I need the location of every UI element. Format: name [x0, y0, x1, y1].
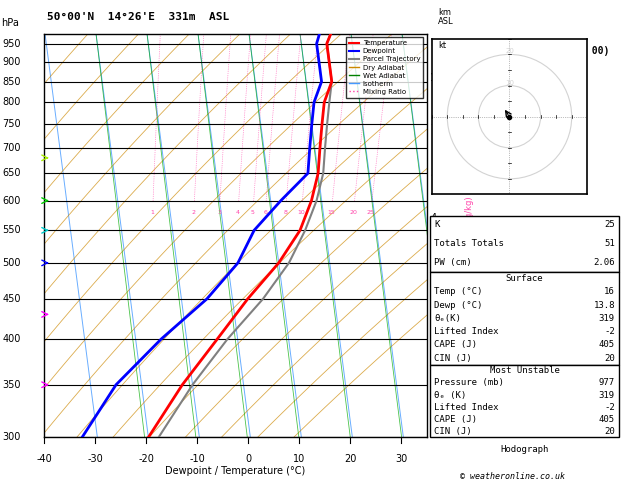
Text: 800: 800 — [3, 97, 21, 107]
Text: Totals Totals: Totals Totals — [435, 239, 504, 248]
Text: 3: 3 — [217, 209, 221, 215]
Text: θₑ(K): θₑ(K) — [435, 314, 461, 323]
Text: CIN (J): CIN (J) — [435, 427, 472, 436]
Text: 977: 977 — [599, 379, 615, 387]
Text: Temp (°C): Temp (°C) — [435, 287, 483, 296]
Text: 6: 6 — [430, 294, 437, 304]
Text: km
ASL: km ASL — [438, 8, 454, 26]
Text: 15: 15 — [328, 209, 335, 215]
Text: 8: 8 — [284, 209, 287, 215]
Text: Mixing Ratio (g/kg): Mixing Ratio (g/kg) — [465, 196, 474, 276]
Text: 6: 6 — [264, 209, 267, 215]
Text: 319: 319 — [599, 314, 615, 323]
Text: 350: 350 — [3, 380, 21, 390]
Text: Surface: Surface — [506, 274, 543, 283]
Text: 405: 405 — [599, 340, 615, 349]
Text: 700: 700 — [3, 143, 21, 153]
Text: 13.8: 13.8 — [593, 301, 615, 310]
Text: Lifted Index: Lifted Index — [435, 402, 499, 412]
FancyBboxPatch shape — [430, 272, 619, 365]
Text: Hodograph: Hodograph — [501, 446, 549, 454]
Text: 20: 20 — [349, 209, 357, 215]
Text: Lifted Index: Lifted Index — [435, 327, 499, 336]
Text: 10: 10 — [298, 209, 305, 215]
Text: Pressure (mb): Pressure (mb) — [435, 379, 504, 387]
Text: 950: 950 — [3, 38, 21, 49]
Text: 1: 1 — [430, 72, 437, 83]
Text: -20: -20 — [138, 453, 154, 464]
Text: 550: 550 — [3, 226, 21, 235]
Text: 300: 300 — [3, 433, 21, 442]
Text: 24.05.2024  18GMT  (Base: 00): 24.05.2024 18GMT (Base: 00) — [440, 46, 610, 56]
Text: 20: 20 — [505, 49, 514, 54]
Text: 319: 319 — [599, 391, 615, 399]
Text: CAPE (J): CAPE (J) — [435, 340, 477, 349]
Text: CIN (J): CIN (J) — [435, 354, 472, 363]
Text: kt: kt — [438, 41, 446, 50]
Text: 4: 4 — [430, 213, 437, 223]
Text: 30: 30 — [395, 453, 407, 464]
Text: 500: 500 — [3, 258, 21, 268]
Text: -2: -2 — [604, 402, 615, 412]
Text: 16: 16 — [604, 287, 615, 296]
Text: 8: 8 — [430, 380, 437, 390]
Text: Most Unstable: Most Unstable — [490, 366, 560, 375]
Text: 2: 2 — [430, 117, 437, 127]
Text: 7: 7 — [430, 334, 437, 344]
Text: 1: 1 — [151, 209, 155, 215]
Text: 10: 10 — [293, 453, 305, 464]
Text: Dewpoint / Temperature (°C): Dewpoint / Temperature (°C) — [165, 466, 306, 476]
Text: 10: 10 — [505, 80, 514, 86]
Text: 850: 850 — [3, 77, 21, 87]
Text: -40: -40 — [36, 453, 52, 464]
Text: LCL: LCL — [430, 39, 445, 48]
Text: © weatheronline.co.uk: © weatheronline.co.uk — [460, 472, 565, 481]
Legend: Temperature, Dewpoint, Parcel Trajectory, Dry Adiabat, Wet Adiabat, Isotherm, Mi: Temperature, Dewpoint, Parcel Trajectory… — [346, 37, 423, 98]
Text: 750: 750 — [3, 120, 21, 129]
Text: 20: 20 — [344, 453, 356, 464]
Text: 20: 20 — [604, 427, 615, 436]
Text: 900: 900 — [3, 57, 21, 67]
Text: hPa: hPa — [1, 18, 18, 28]
Text: -10: -10 — [189, 453, 205, 464]
Text: Dewp (°C): Dewp (°C) — [435, 301, 483, 310]
Text: θₑ (K): θₑ (K) — [435, 391, 467, 399]
Text: 5: 5 — [251, 209, 255, 215]
FancyBboxPatch shape — [430, 215, 619, 272]
Text: 2: 2 — [192, 209, 196, 215]
Text: 0: 0 — [245, 453, 251, 464]
Text: 50°00'N  14°26'E  331m  ASL: 50°00'N 14°26'E 331m ASL — [47, 12, 230, 22]
Text: -30: -30 — [87, 453, 103, 464]
Text: CAPE (J): CAPE (J) — [435, 415, 477, 424]
Text: K: K — [435, 221, 440, 229]
Text: 51: 51 — [604, 239, 615, 248]
FancyBboxPatch shape — [430, 365, 619, 437]
Text: 405: 405 — [599, 415, 615, 424]
Text: 3: 3 — [430, 168, 437, 178]
Text: 25: 25 — [367, 209, 375, 215]
Text: 600: 600 — [3, 195, 21, 206]
Text: 2.06: 2.06 — [593, 258, 615, 267]
Text: 400: 400 — [3, 334, 21, 344]
Text: -2: -2 — [604, 327, 615, 336]
Text: 5: 5 — [430, 255, 437, 264]
Text: PW (cm): PW (cm) — [435, 258, 472, 267]
Text: 650: 650 — [3, 168, 21, 178]
Text: 25: 25 — [604, 221, 615, 229]
Text: 20: 20 — [604, 354, 615, 363]
Text: 4: 4 — [236, 209, 240, 215]
Text: 450: 450 — [3, 294, 21, 304]
